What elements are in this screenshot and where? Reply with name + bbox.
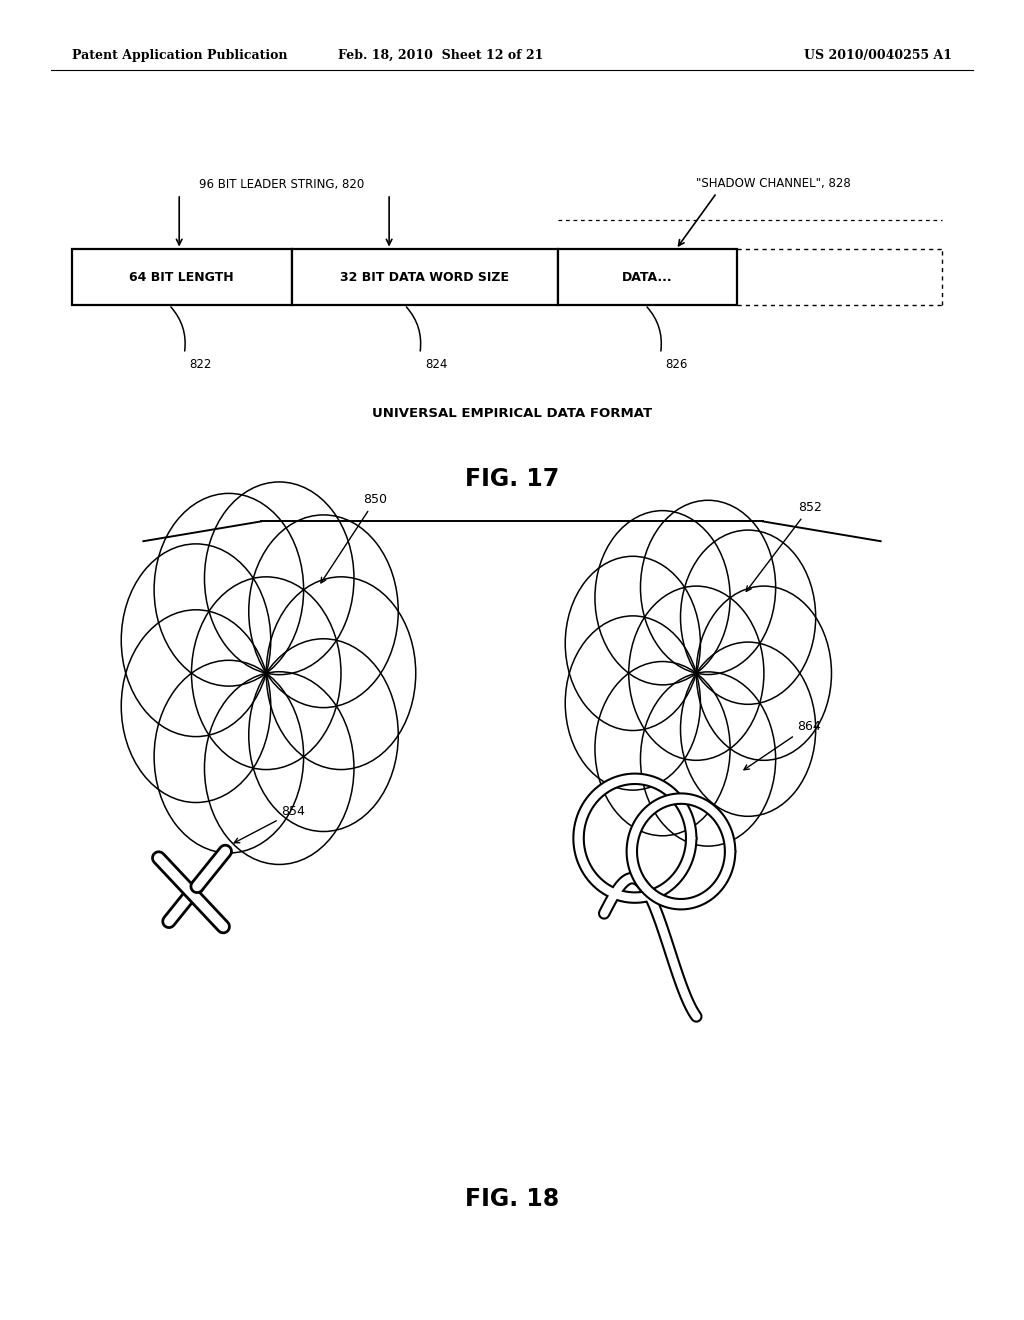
Text: US 2010/0040255 A1: US 2010/0040255 A1 [804, 49, 952, 62]
Text: 64 BIT LENGTH: 64 BIT LENGTH [129, 271, 234, 284]
Text: DATA...: DATA... [623, 271, 673, 284]
Bar [558, 249, 737, 305]
Text: 852: 852 [746, 502, 821, 591]
Text: FIG. 17: FIG. 17 [465, 467, 559, 491]
Text: 850: 850 [321, 494, 387, 583]
Text: 824: 824 [425, 358, 447, 371]
Text: UNIVERSAL EMPIRICAL DATA FORMAT: UNIVERSAL EMPIRICAL DATA FORMAT [372, 407, 652, 420]
Text: 32 BIT DATA WORD SIZE: 32 BIT DATA WORD SIZE [340, 271, 510, 284]
Text: 826: 826 [666, 358, 688, 371]
Text: 864: 864 [743, 719, 820, 770]
Text: Feb. 18, 2010  Sheet 12 of 21: Feb. 18, 2010 Sheet 12 of 21 [338, 49, 543, 62]
Bar [72, 249, 292, 305]
Bar [292, 249, 558, 305]
Text: 822: 822 [189, 358, 212, 371]
Text: FIG. 18: FIG. 18 [465, 1187, 559, 1210]
Text: 854: 854 [234, 805, 305, 842]
Text: "SHADOW CHANNEL", 828: "SHADOW CHANNEL", 828 [695, 177, 851, 190]
Text: 96 BIT LEADER STRING, 820: 96 BIT LEADER STRING, 820 [199, 178, 365, 191]
Text: Patent Application Publication: Patent Application Publication [72, 49, 287, 62]
